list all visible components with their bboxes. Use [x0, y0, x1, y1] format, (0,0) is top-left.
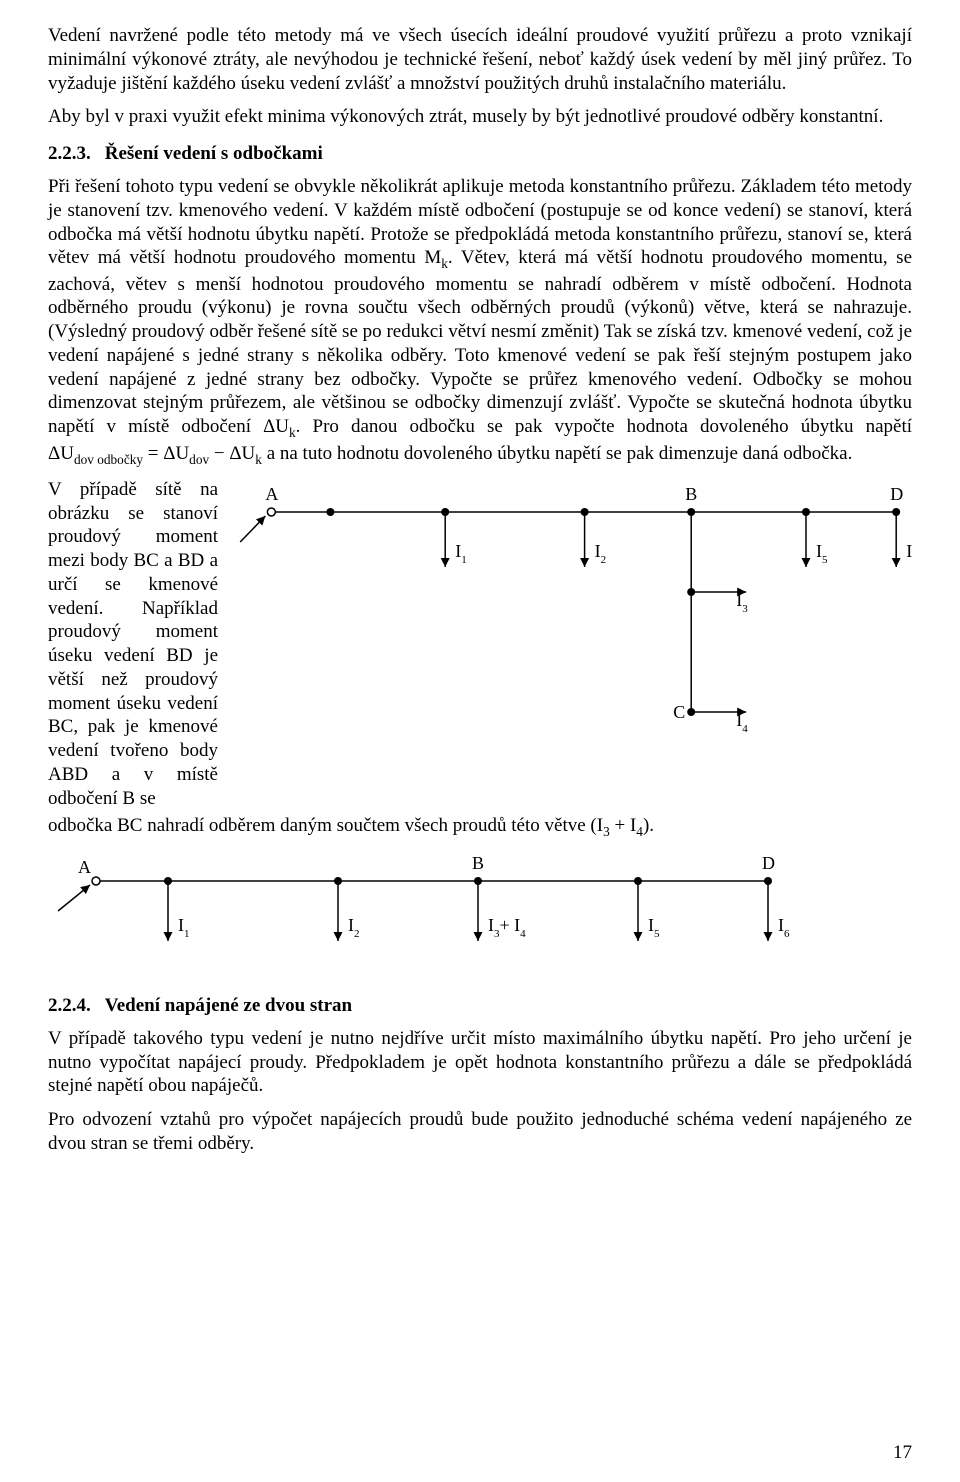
svg-text:D: D: [762, 853, 775, 873]
section-223-p2-wrap: V případě sítě na obrázku se stanoví pro…: [48, 478, 912, 811]
intro-paragraph-2: Aby byl v praxi využit efekt minima výko…: [48, 105, 912, 129]
section-224-p2: Pro odvození vztahů pro výpočet napájecí…: [48, 1108, 912, 1156]
svg-text:I3: I3: [736, 590, 748, 615]
svg-text:A: A: [265, 484, 278, 504]
svg-text:B: B: [472, 853, 484, 873]
heading-224: 2.2.4. Vedení napájené ze dvou stran: [48, 995, 912, 1017]
section-223-p2-suffix: odbočka BC nahradí odběrem daným součtem…: [48, 814, 912, 840]
heading-223-number: 2.2.3.: [48, 143, 91, 165]
svg-text:B: B: [685, 484, 697, 504]
heading-223-title: Řešení vedení s odbočkami: [105, 143, 323, 164]
svg-text:I5: I5: [648, 915, 660, 940]
intro-paragraph-1: Vedení navržené podle této metody má ve …: [48, 24, 912, 95]
figure-2-container: I1 I2 I3+ I4 I5 I6 A B D: [48, 851, 912, 981]
svg-text:I6: I6: [906, 541, 912, 566]
svg-text:I2: I2: [348, 915, 360, 940]
svg-text:I4: I4: [736, 710, 748, 735]
page-number: 17: [893, 1442, 912, 1464]
figure-1-svg: I1 I2 I5 I6 I3 I4 A B D C: [232, 482, 912, 742]
figure-2-svg: I1 I2 I3+ I4 I5 I6 A B D: [48, 851, 868, 981]
heading-224-title: Vedení napájené ze dvou stran: [105, 995, 352, 1016]
svg-text:D: D: [890, 484, 903, 504]
svg-text:I1: I1: [455, 541, 467, 566]
svg-text:I1: I1: [178, 915, 190, 940]
heading-223: 2.2.3. Řešení vedení s odbočkami: [48, 143, 912, 165]
svg-text:I5: I5: [816, 541, 828, 566]
heading-224-number: 2.2.4.: [48, 995, 91, 1017]
svg-text:I2: I2: [595, 541, 607, 566]
svg-text:C: C: [673, 702, 685, 722]
svg-text:I6: I6: [778, 915, 790, 940]
figure-1-container: I1 I2 I5 I6 I3 I4 A B D C: [232, 482, 912, 742]
svg-text:A: A: [78, 857, 91, 877]
section-223-p2-prefix: V případě sítě na obrázku se stanoví pro…: [48, 478, 218, 811]
svg-text:I3+ I4: I3+ I4: [488, 915, 526, 940]
section-224-p1: V případě takového typu vedení je nutno …: [48, 1027, 912, 1098]
section-223-p1: Při řešení tohoto typu vedení se obvykle…: [48, 175, 912, 468]
